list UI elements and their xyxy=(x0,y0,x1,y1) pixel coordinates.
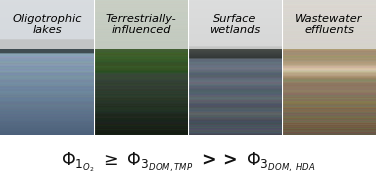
Text: Surface
wetlands: Surface wetlands xyxy=(209,14,261,35)
FancyBboxPatch shape xyxy=(188,0,282,49)
Text: Oligotrophic
lakes: Oligotrophic lakes xyxy=(12,14,82,35)
FancyBboxPatch shape xyxy=(282,0,376,49)
Text: Terrestrially-
influenced: Terrestrially- influenced xyxy=(106,14,176,35)
FancyBboxPatch shape xyxy=(94,0,188,49)
FancyBboxPatch shape xyxy=(0,0,94,49)
Text: Wastewater
effluents: Wastewater effluents xyxy=(295,14,363,35)
Text: $\Phi_{1_{O_2}}\ \geq\ \Phi_{3_{DOM,TMP}}\ \mathbf{>>}\ \Phi_{3_{DOM,\ HDA}}$: $\Phi_{1_{O_2}}\ \geq\ \Phi_{3_{DOM,TMP}… xyxy=(61,150,315,174)
